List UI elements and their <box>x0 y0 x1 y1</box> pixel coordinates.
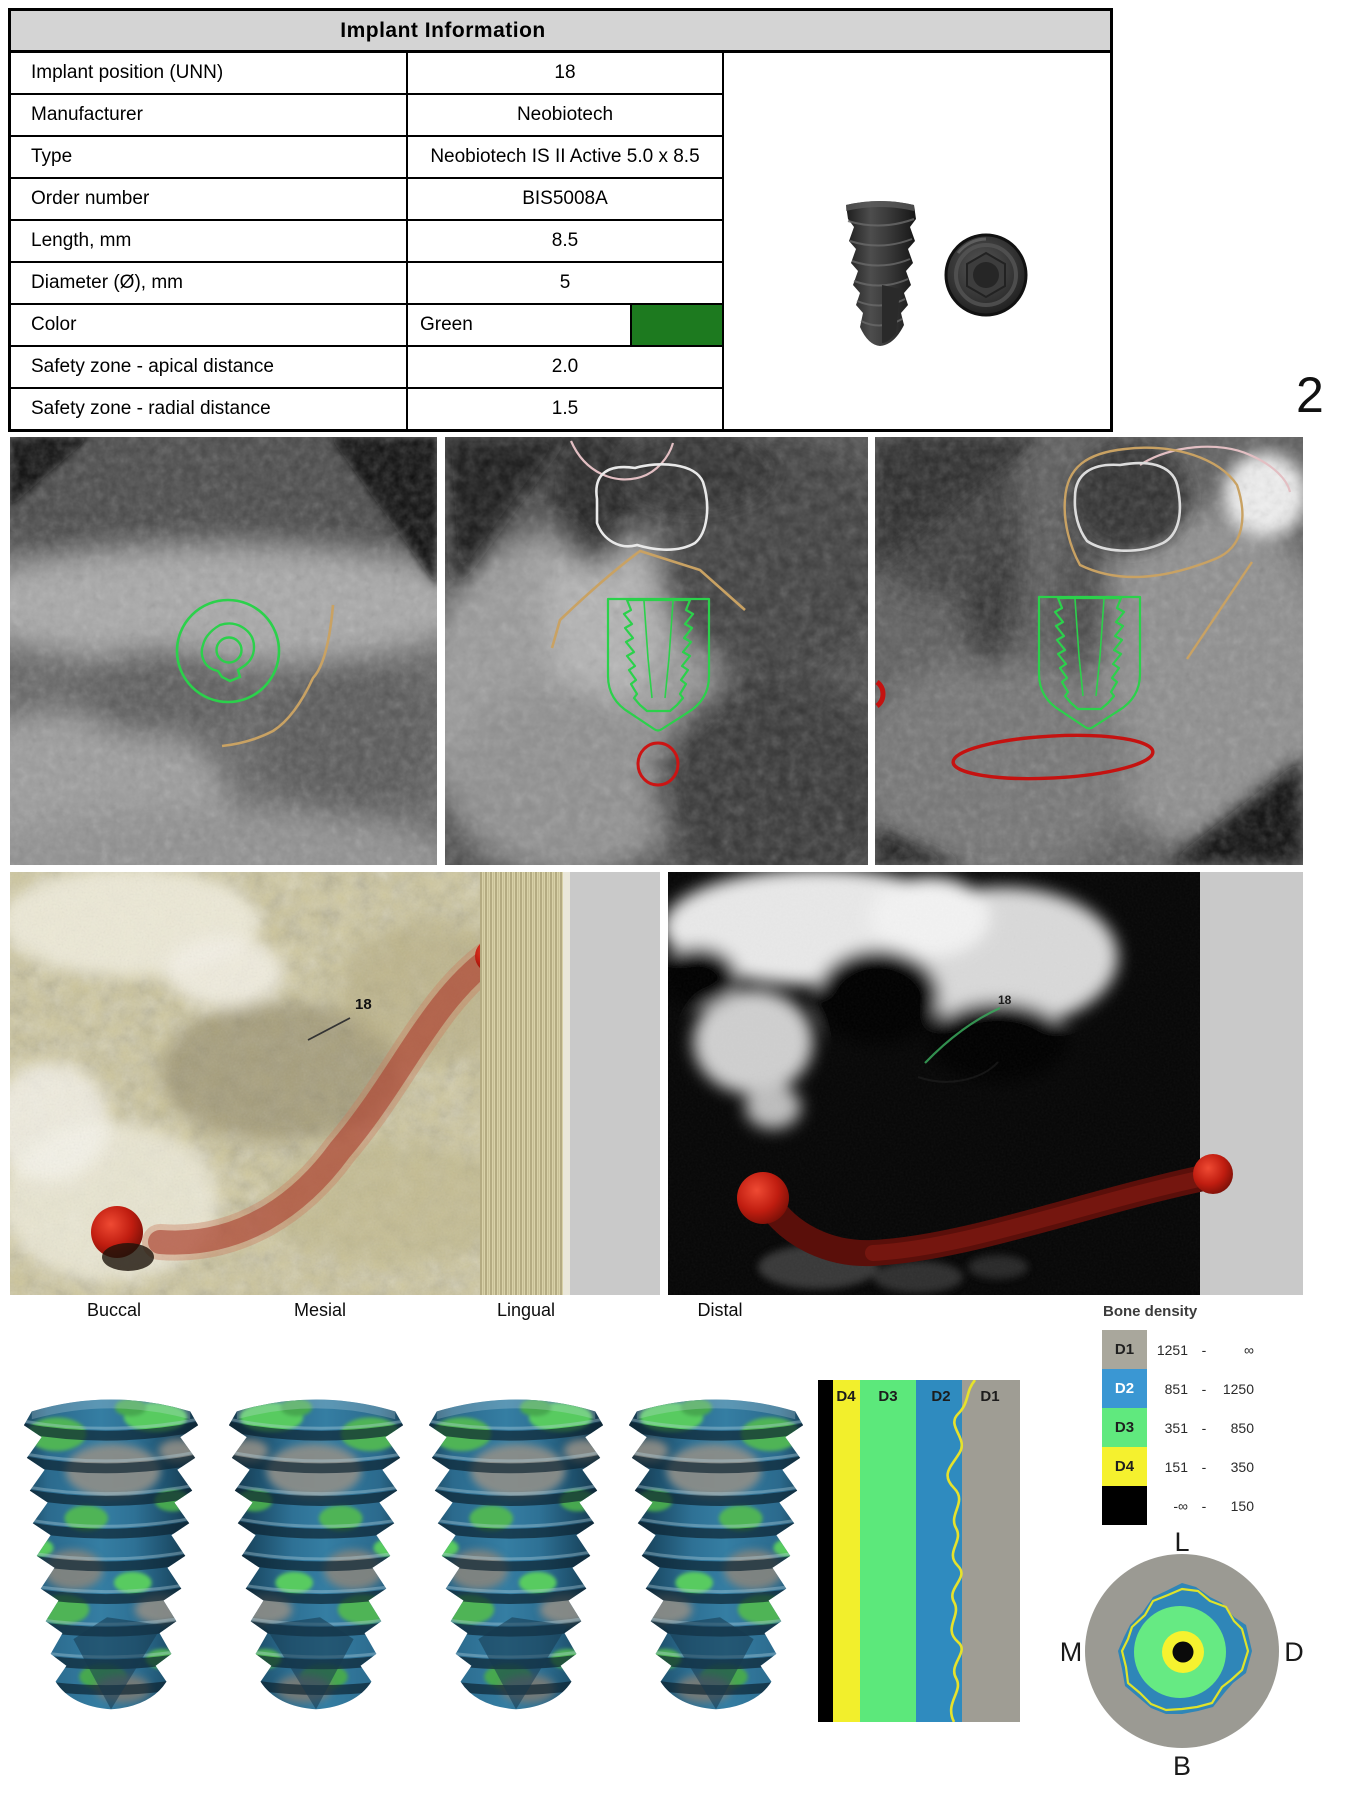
strip-band-black <box>818 1380 833 1722</box>
legend-color-d4: D4 <box>1102 1447 1147 1486</box>
table-row: Order number BIS5008A <box>11 179 722 221</box>
nerve-canal-circle <box>636 741 680 787</box>
page-number: 2 <box>1296 367 1324 423</box>
tooth-outline-tan <box>1063 446 1244 579</box>
render-bone-3d: 18 <box>10 872 660 1295</box>
table-row: Manufacturer Neobiotech <box>11 95 722 137</box>
bone-density-legend-title: Bone density <box>1103 1303 1198 1320</box>
ridge-line-tan <box>1186 561 1253 660</box>
table-title: Implant Information <box>11 11 1110 53</box>
axial-implant-outline <box>175 598 281 704</box>
nerve-edge-mark <box>875 680 886 708</box>
ridge-curve-tan <box>550 549 746 649</box>
legend-row-d1: D1 1251 - ∞ <box>1102 1330 1277 1369</box>
implant-center-dot <box>1172 1641 1194 1663</box>
crown-outline-white <box>1073 461 1182 552</box>
strip-label-d3: D3 <box>878 1388 898 1405</box>
ct-cross-section-view <box>445 437 868 865</box>
orientation-label-buccal: B <box>1173 1751 1191 1780</box>
legend-color-black <box>1102 1486 1147 1525</box>
table-row: Diameter (Ø), mm 5 <box>11 263 722 305</box>
strip-label-d1: D1 <box>980 1388 1000 1405</box>
color-value: Green <box>420 314 473 335</box>
axial-curve-annotation <box>221 604 335 748</box>
table-row: Safety zone - apical distance 2.0 <box>11 347 722 389</box>
orientation-label-lingual: L <box>1174 1527 1189 1557</box>
legend-row-d2: D2 851 - 1250 <box>1102 1369 1277 1408</box>
density-implant-distal <box>617 1378 815 1718</box>
density-implant-lingual <box>417 1378 615 1718</box>
view-label-distal: Distal <box>697 1300 743 1320</box>
legend-row-d3: D3 351 - 850 <box>1102 1408 1277 1447</box>
density-strip-chart: D4 D3 D2 D1 <box>818 1380 1020 1722</box>
legend-color-d1: D1 <box>1102 1330 1147 1369</box>
implant-number-annotation: 18 <box>917 993 1012 1083</box>
table-row: Implant position (UNN) 18 <box>11 53 722 95</box>
tooth-outline-pink <box>1139 445 1292 493</box>
d2-boundary-line <box>1120 1587 1250 1712</box>
table-row: Length, mm 8.5 <box>11 221 722 263</box>
legend-color-d2: D2 <box>1102 1369 1147 1408</box>
density-cross-section-diagram: L B M D <box>1060 1527 1304 1780</box>
table-row: Safety zone - radial distance 1.5 <box>11 389 722 429</box>
implant-number-label: 18 <box>998 993 1012 1007</box>
table-row: Type Neobiotech IS II Active 5.0 x 8.5 <box>11 137 722 179</box>
density-boundary-line <box>946 1380 977 1722</box>
render-xray-3d: 18 <box>668 872 1303 1295</box>
adjacent-tooth-outline-pink <box>569 440 675 481</box>
orientation-label-mesial: M <box>1060 1637 1083 1667</box>
nerve-tube <box>737 1154 1233 1267</box>
view-label-mesial: Mesial <box>293 1300 347 1320</box>
ct-panoramic-view <box>875 437 1303 865</box>
legend-color-d3: D3 <box>1102 1408 1147 1447</box>
strip-band-d4 <box>833 1380 860 1722</box>
implant-info-table: Implant Information Implant position (UN… <box>8 8 1113 432</box>
color-swatch <box>630 305 722 345</box>
nerve-point-ball <box>737 1172 789 1224</box>
table-row-color: Color Green <box>11 305 722 347</box>
legend-row-below-d4: -∞ - 150 <box>1102 1486 1277 1525</box>
implant-number-label: 18 <box>355 996 372 1013</box>
ct-axial-view <box>10 437 437 865</box>
legend-row-d4: D4 151 - 350 <box>1102 1447 1277 1486</box>
view-label-buccal: Buccal <box>86 1300 142 1320</box>
implant-product-image <box>846 201 1028 346</box>
density-implant-buccal <box>12 1378 210 1718</box>
implant-number-annotation: 18 <box>307 996 372 1041</box>
nerve-point-ball <box>1193 1154 1233 1194</box>
view-label-lingual: Lingual <box>496 1300 556 1320</box>
density-implant-mesial <box>217 1378 415 1718</box>
orientation-label-distal: D <box>1284 1637 1304 1667</box>
implant-product-image-cell <box>724 53 1110 429</box>
strip-band-d1 <box>962 1380 1020 1722</box>
strip-band-d3 <box>860 1380 916 1722</box>
crown-outline-white <box>595 463 709 551</box>
strip-label-d4: D4 <box>836 1388 856 1405</box>
strip-label-d2: D2 <box>931 1388 951 1405</box>
nerve-canal-outline <box>951 733 1155 781</box>
table-grid: Implant position (UNN) 18 Manufacturer N… <box>11 53 724 429</box>
